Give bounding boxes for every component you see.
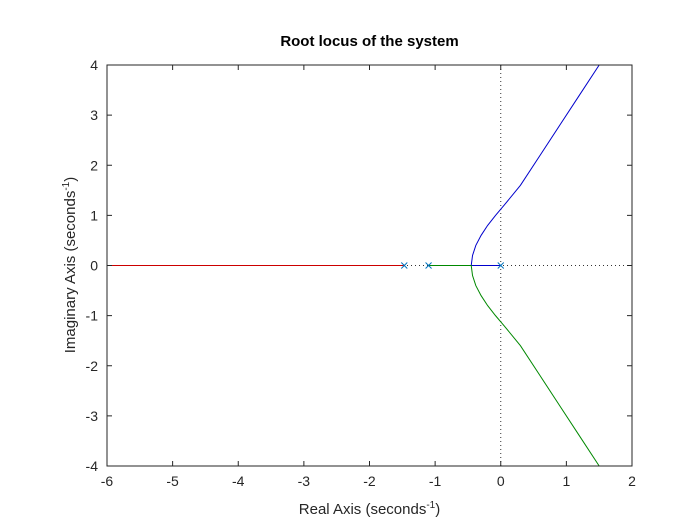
- pole-marker-stroke: [425, 262, 432, 269]
- pole-marker-stroke: [497, 262, 505, 269]
- locus-branch-3: [428, 265, 600, 467]
- x-axis-label-close: ): [435, 501, 441, 518]
- y-tick-label: 3: [90, 107, 98, 123]
- pole-marker-stroke: [400, 262, 408, 269]
- y-axis-label-text: Imaginary Axis (seconds: [62, 190, 79, 354]
- pole-marker-3: [497, 262, 505, 269]
- y-axis-label-sup: -1: [61, 181, 72, 191]
- y-tick-label: -1: [86, 308, 99, 324]
- y-axis-label: Imaginary Axis (seconds-1): [61, 177, 79, 353]
- x-tick-label: -1: [429, 473, 442, 489]
- x-tick-label: -3: [298, 473, 311, 489]
- x-tick-label: -6: [101, 473, 114, 489]
- x-tick-label: -4: [232, 473, 245, 489]
- y-tick-label: -3: [86, 408, 99, 424]
- pole-marker-1: [400, 262, 408, 269]
- x-tick-label: -2: [363, 473, 376, 489]
- y-tick-label: 4: [90, 57, 98, 73]
- y-tick-label: 0: [90, 258, 98, 274]
- x-axis-label: Real Axis (seconds-1): [107, 500, 632, 518]
- y-tick-label: -4: [86, 458, 99, 474]
- y-tick-label: -2: [86, 358, 99, 374]
- y-tick-label: 2: [90, 157, 98, 173]
- pole-marker-2: [425, 262, 432, 269]
- series-layer: [107, 64, 600, 467]
- axes-box: [106, 64, 633, 467]
- x-axis-label-text: Real Axis (seconds: [298, 501, 427, 518]
- poles-layer: [400, 262, 505, 269]
- locus-branch-2: [470, 64, 600, 266]
- y-axis-label-close: ): [62, 176, 79, 182]
- x-axis-label-sup: -1: [426, 500, 436, 511]
- chart-title: Root locus of the system: [280, 33, 459, 50]
- x-tick-label: 0: [497, 473, 505, 489]
- y-tick-label: 1: [90, 207, 98, 223]
- x-tick-label: 2: [628, 473, 636, 489]
- x-tick-label: -5: [166, 473, 179, 489]
- ticks-layer: -6 -5 -4 -3 -2 -1 0 1 2 -4 -3 -2 -1 0 1 2 3 4: [86, 57, 637, 489]
- x-tick-label: 1: [562, 473, 570, 489]
